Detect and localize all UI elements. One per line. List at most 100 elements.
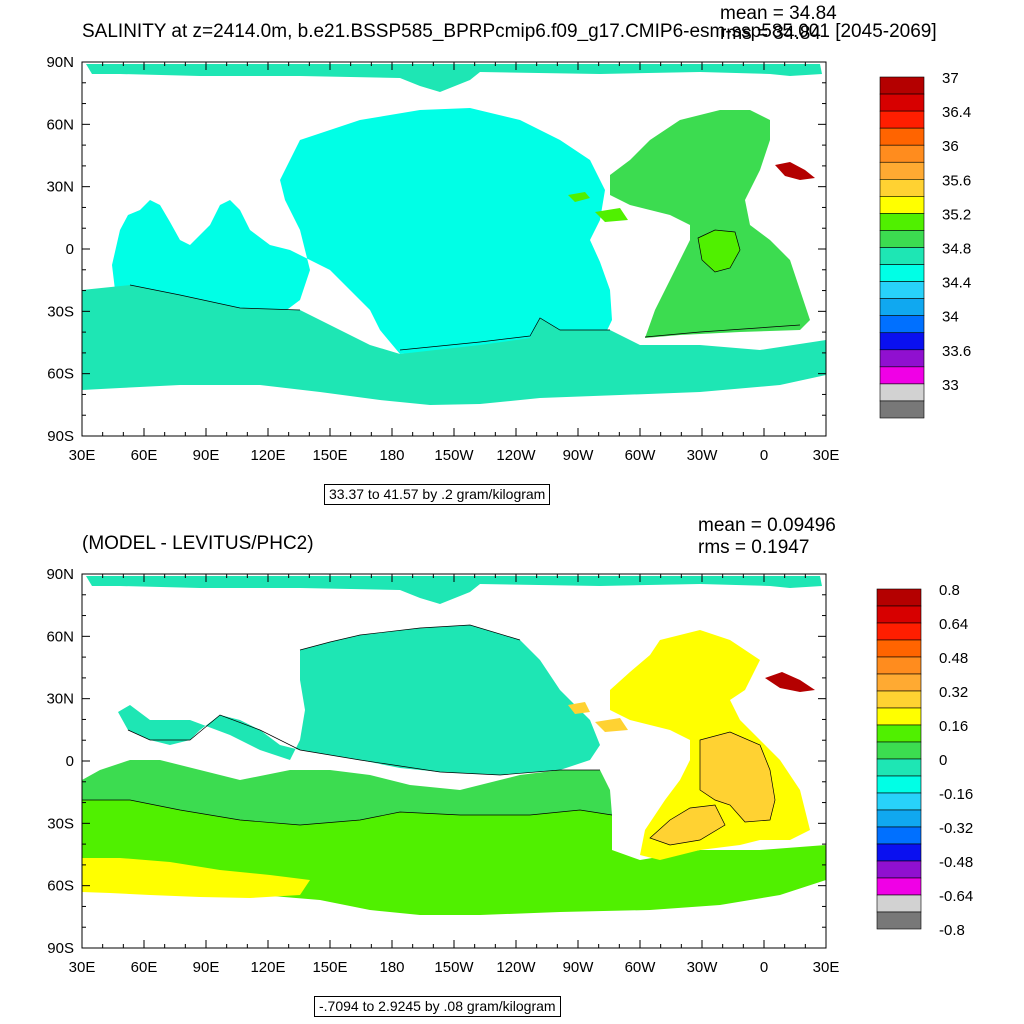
lat-label: 90S: [47, 940, 74, 957]
colorbar-box: [876, 605, 922, 624]
lon-label: 30W: [687, 959, 719, 976]
p1-southern-ocean: [82, 285, 826, 405]
lon-label: 150W: [434, 959, 474, 976]
lon-label: 180: [379, 959, 404, 976]
colorbar-box: [879, 400, 925, 419]
lat-label: 30N: [46, 691, 74, 708]
lat-label: 90N: [46, 54, 74, 71]
p2-atlantic-core: [650, 732, 775, 845]
colorbar-box: [879, 144, 925, 163]
lon-label: 30E: [69, 959, 96, 976]
colorbar-box: [879, 332, 925, 351]
panel1-mean: mean = 34.84: [720, 3, 837, 24]
panel2-axes: 90N 60N 30N 0 30S 60S 90S 30E 60E 90E 120E 150E 180 1…: [46, 566, 839, 976]
colorbar-label: 35.6: [942, 172, 971, 189]
colorbar-box: [879, 349, 925, 368]
panel1-map: [81, 61, 827, 437]
colorbar-box: [876, 707, 922, 726]
colorbar-label: 0.48: [939, 650, 968, 667]
lat-label: 30N: [46, 179, 74, 196]
lat-label: 60S: [47, 878, 74, 895]
lon-label: 150W: [434, 447, 474, 464]
panel1-axes: 90N 60N 30N 0 30S 60S 90S 30E 60E 90E 120E 150E 180 1…: [46, 54, 839, 464]
colorbar-label: 36: [942, 138, 959, 155]
p1-arctic-region: [86, 64, 822, 92]
lat-label: 60N: [46, 628, 74, 645]
lon-label: 150E: [312, 959, 347, 976]
colorbar-label: 33.6: [942, 343, 971, 360]
colorbar-label: 0: [939, 752, 947, 769]
colorbar-box: [876, 809, 922, 828]
colorbar-label: 0.64: [939, 616, 968, 633]
colorbar-box: [879, 161, 925, 180]
p1-caribbean: [568, 192, 628, 222]
colorbar-label: -0.8: [939, 922, 965, 939]
colorbar-box: [879, 247, 925, 265]
colorbar-box: [876, 622, 922, 641]
lon-label: 30E: [69, 447, 96, 464]
colorbar-box: [876, 690, 922, 709]
lat-label: 0: [66, 241, 74, 258]
colorbar-label: 34.8: [942, 241, 971, 258]
colorbar-box: [876, 639, 922, 658]
panel2-rms: rms = 0.1947: [698, 537, 810, 558]
colorbar-box: [879, 93, 925, 112]
colorbar-label: -0.16: [939, 786, 973, 803]
colorbar-box: [876, 826, 922, 845]
panel2-mean: mean = 0.09496: [698, 515, 836, 536]
colorbar-box: [876, 860, 922, 879]
colorbar-label: 37: [942, 70, 959, 87]
colorbar-box: [879, 264, 925, 282]
colorbar-label: 0.16: [939, 718, 968, 735]
panel2-contour-info: -.7094 to 2.9245 by .08 gram/kilogram: [314, 996, 561, 1018]
colorbar-box: [879, 366, 925, 385]
panel2-colorbar: 0.8 0.64 0.48 0.32 0.16 0 -0.16 -0.32 -0.48 -0.64…: [876, 582, 973, 939]
colorbar-box: [879, 281, 925, 299]
lon-label: 90W: [563, 447, 595, 464]
colorbar-box: [876, 894, 922, 913]
panel1-contour-info: 33.37 to 41.57 by .2 gram/kilogram: [324, 484, 551, 506]
lon-label: 60W: [625, 447, 657, 464]
colorbar-box: [879, 179, 925, 197]
colorbar-box: [879, 230, 925, 248]
colorbar-label: 0.8: [939, 582, 960, 599]
panel2-title: (MODEL - LEVITUS/PHC2): [82, 533, 314, 554]
lon-label: 120E: [250, 959, 285, 976]
lon-label: 90W: [563, 959, 595, 976]
panel1-colorbar: 37 36.4 36 35.6 35.2 34.8 34.4 34 33.6 33: [879, 70, 971, 419]
colorbar-box: [876, 724, 922, 743]
colorbar-box: [876, 792, 922, 811]
colorbar-label: 0.32: [939, 684, 968, 701]
colorbar-box: [876, 877, 922, 896]
colorbar-box: [879, 110, 925, 129]
colorbar-box: [876, 656, 922, 675]
lon-label: 90E: [193, 447, 220, 464]
colorbar-box: [876, 911, 922, 930]
p2-mediterranean: [765, 672, 815, 692]
panel1-rms: rms = 34.84: [720, 23, 821, 44]
lon-label: 120W: [496, 447, 536, 464]
p2-caribbean: [568, 702, 628, 732]
colorbar-label: 34: [942, 309, 959, 326]
lat-label: 60N: [46, 116, 74, 133]
p2-arctic-region: [86, 576, 822, 604]
lon-label: 120E: [250, 447, 285, 464]
colorbar-label: -0.32: [939, 820, 973, 837]
colorbar-box: [876, 673, 922, 692]
colorbar-box: [879, 383, 925, 402]
lon-label: 30W: [687, 447, 719, 464]
lon-label: 60E: [131, 959, 158, 976]
lon-label: 0: [760, 959, 768, 976]
colorbar-box: [876, 775, 922, 794]
lon-label: 120W: [496, 959, 536, 976]
p1-mediterranean: [775, 162, 815, 180]
lat-label: 60S: [47, 366, 74, 383]
p2-south-yellow: [82, 858, 310, 898]
panel2-map: [81, 573, 827, 949]
p1-eq-atlantic-core: [698, 230, 740, 272]
lon-label: 90E: [193, 959, 220, 976]
lat-label: 30S: [47, 815, 74, 832]
lon-label: 180: [379, 447, 404, 464]
colorbar-label: 36.4: [942, 104, 971, 121]
colorbar-box: [879, 298, 925, 316]
